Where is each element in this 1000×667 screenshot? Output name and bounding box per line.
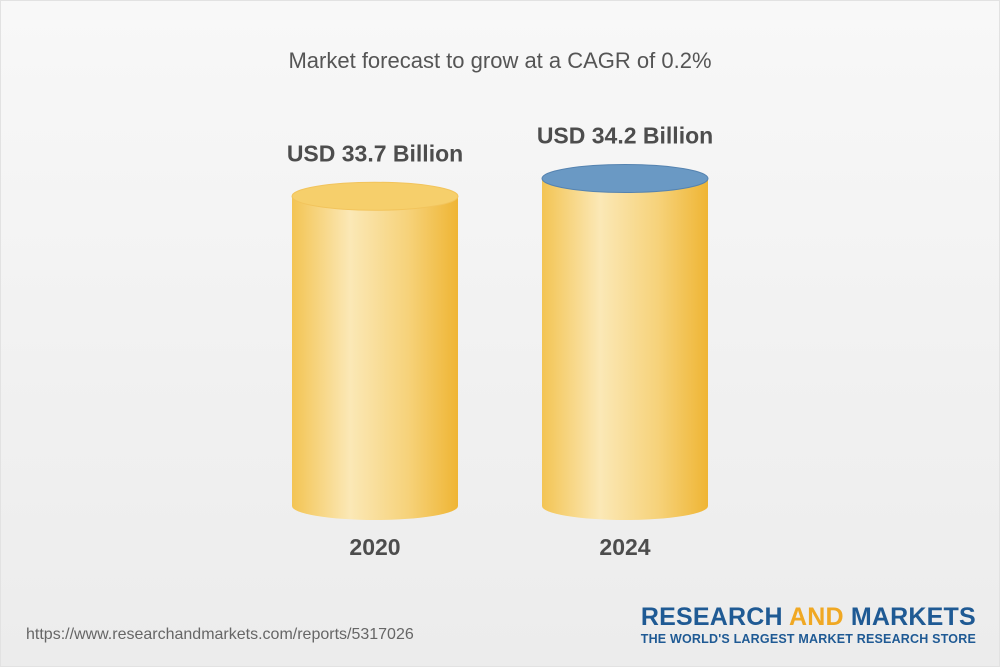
bar-top-2024 [541, 163, 709, 193]
value-label-2020: USD 33.7 Billion [287, 140, 463, 166]
logo-tagline: THE WORLD'S LARGEST MARKET RESEARCH STOR… [640, 632, 976, 646]
bar-top-2020 [291, 181, 459, 211]
logo-and: AND [788, 603, 844, 631]
bar-2020 [292, 196, 458, 520]
chart-title: Market forecast to grow at a CAGR of 0.2… [288, 48, 712, 73]
logo-research: RESEARCH [640, 603, 789, 631]
logo-wordmark: RESEARCH AND MARKETS [641, 603, 976, 631]
category-label-2024: 2024 [599, 534, 650, 560]
source-url[interactable]: https://www.researchandmarkets.com/repor… [26, 626, 414, 643]
research-and-markets-logo: RESEARCH AND MARKETS THE WORLD'S LARGEST… [641, 603, 976, 647]
logo-markets: MARKETS [843, 603, 976, 631]
category-label-2020: 2020 [349, 534, 400, 560]
bar-2024 [542, 178, 708, 520]
value-label-2024: USD 34.2 Billion [537, 122, 713, 148]
